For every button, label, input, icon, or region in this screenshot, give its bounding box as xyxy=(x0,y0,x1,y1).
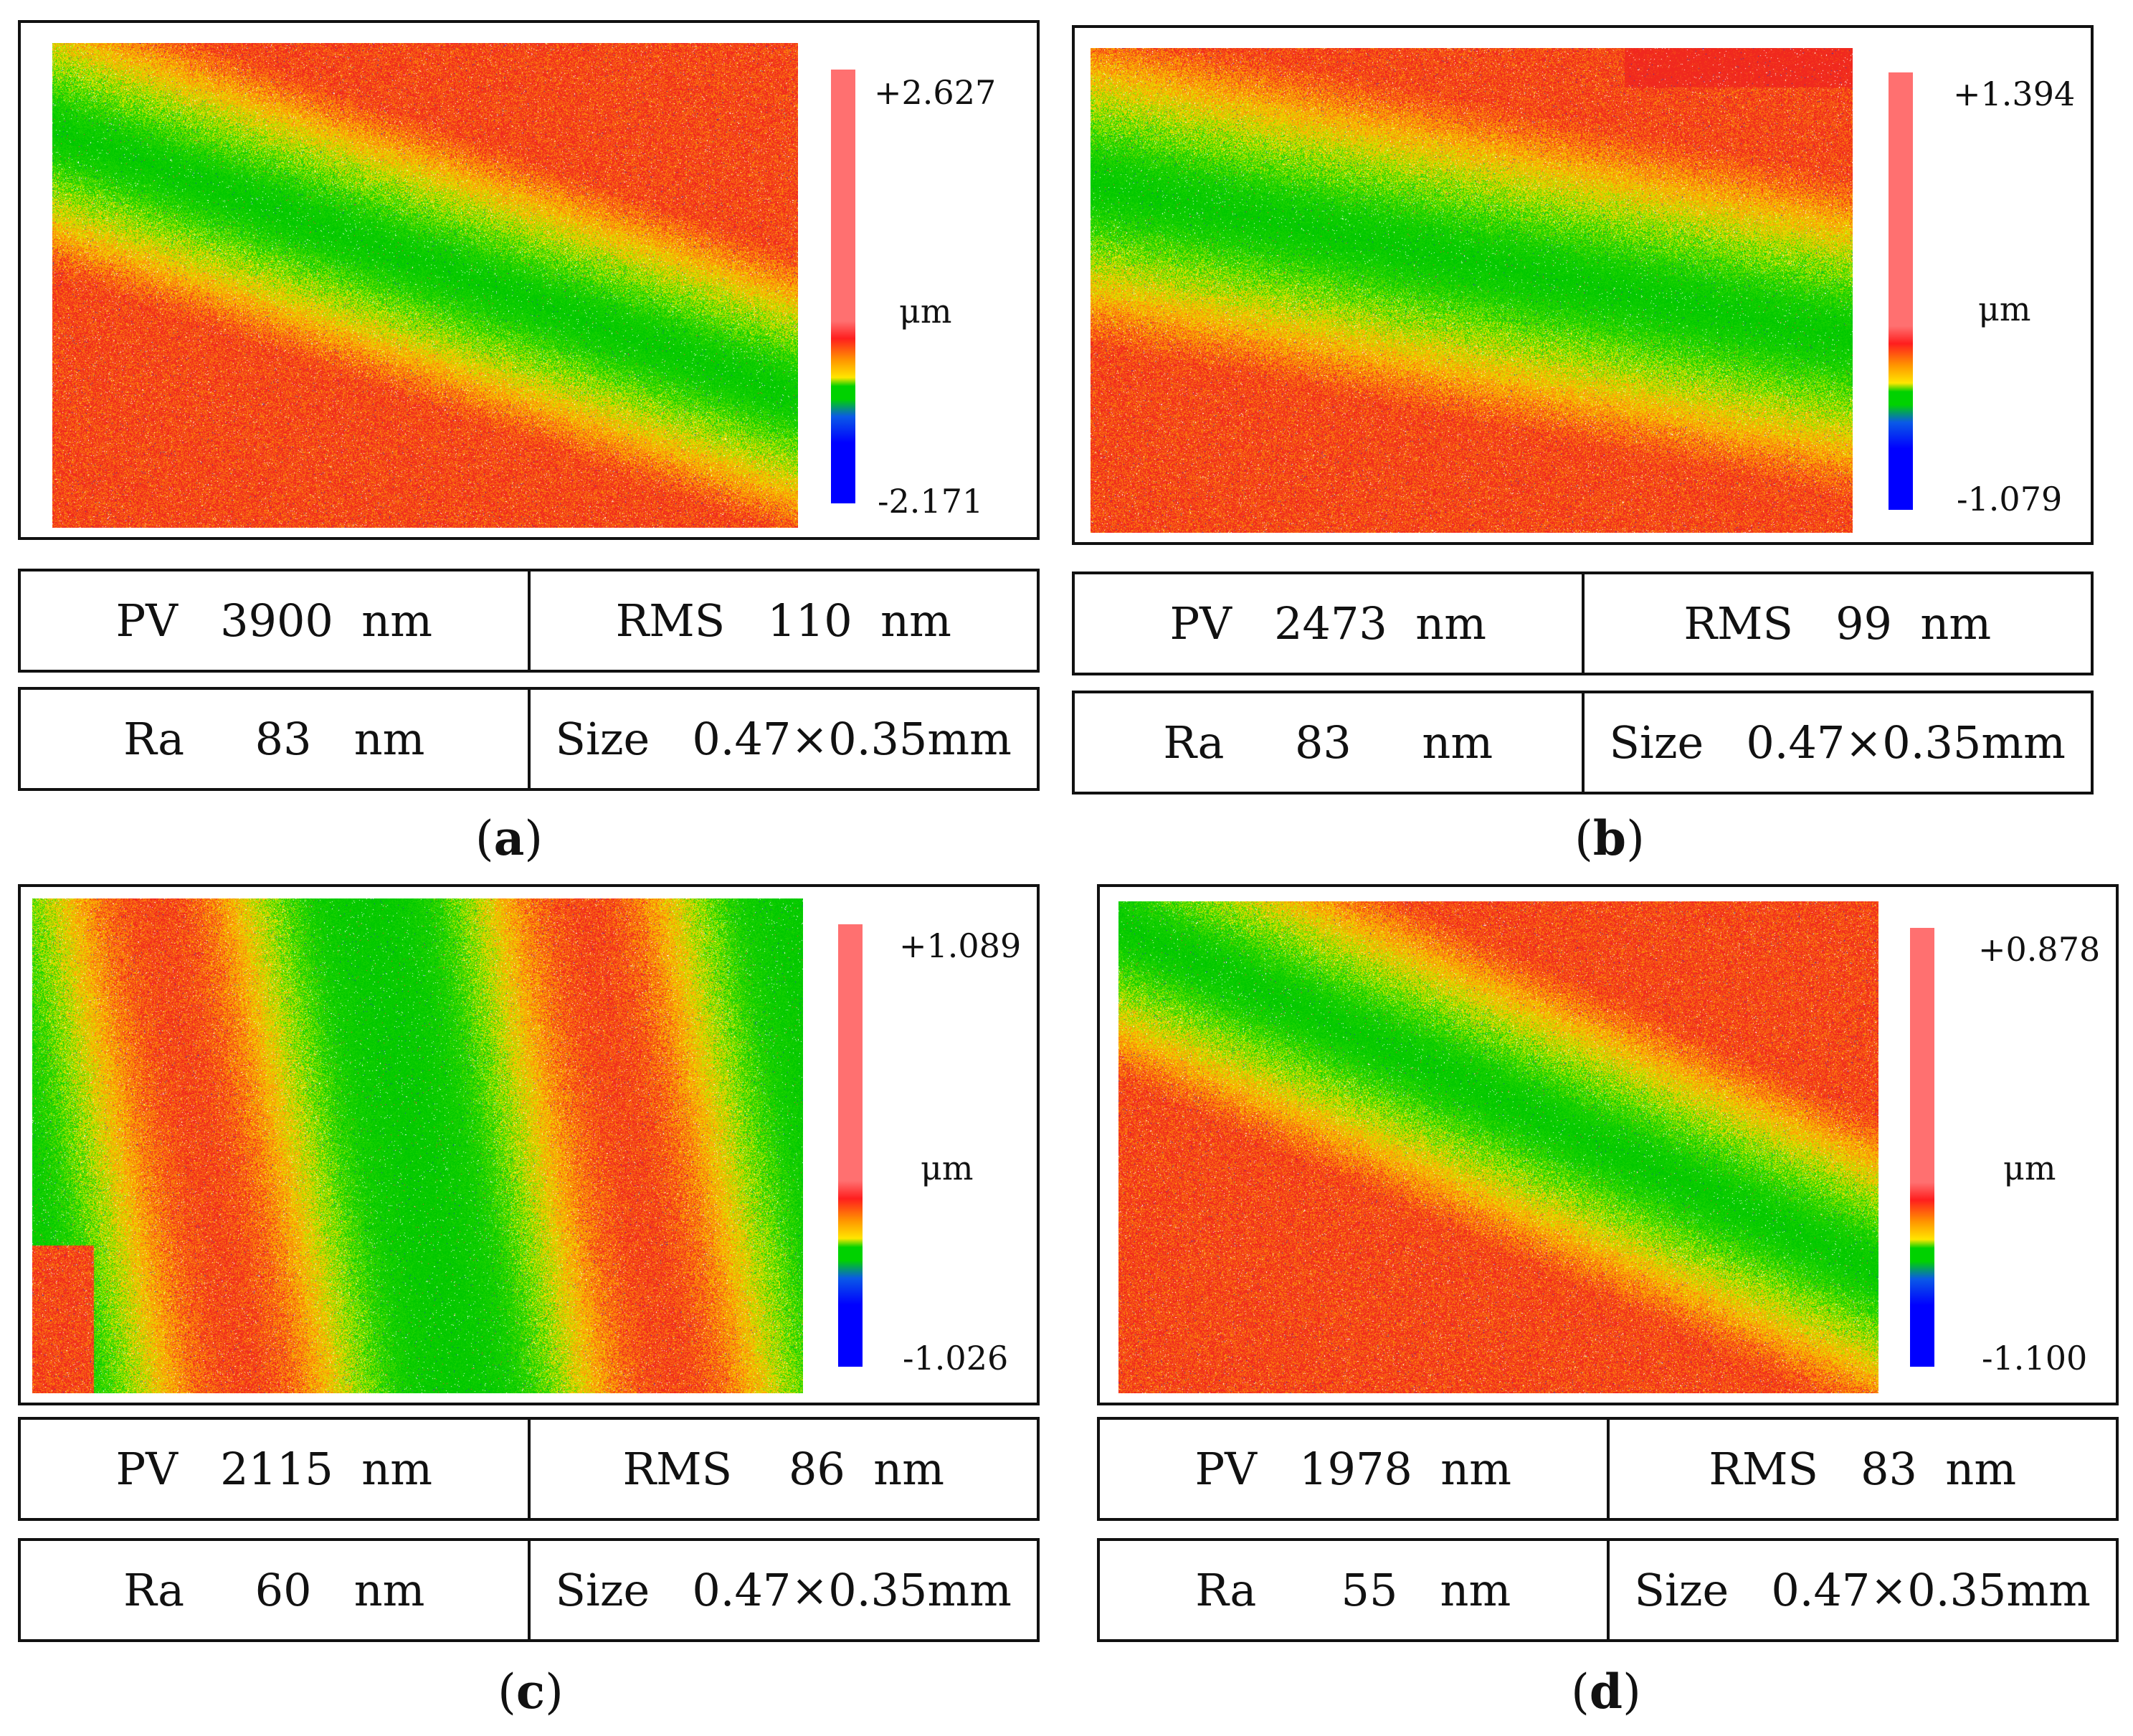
pv-value-a: PV 3900 nm xyxy=(115,594,433,647)
size-value-d: Size 0.47×0.35mm xyxy=(1606,1541,2117,1639)
stats-row-2-c: Ra 60 nm Size 0.47×0.35mm xyxy=(18,1538,1040,1642)
stats-row-2-d: Ra 55 nm Size 0.47×0.35mm xyxy=(1097,1538,2119,1642)
ra-value-c: Ra 60 nm xyxy=(123,1564,425,1616)
colorbar-max-b: +1.394 xyxy=(1953,75,2076,113)
stats-row-2-b: Ra 83 nm Size 0.47×0.35mm xyxy=(1072,691,2094,795)
caption-letter-c: c xyxy=(516,1664,546,1720)
pv-value-c: PV 2115 nm xyxy=(115,1443,433,1495)
caption-letter-b: b xyxy=(1592,810,1627,866)
stats-row-1-c: PV 2115 nm RMS 86 nm xyxy=(18,1417,1040,1521)
rms-value-d: RMS 83 nm xyxy=(1606,1420,2117,1518)
stats-row-2-a: Ra 83 nm Size 0.47×0.35mm xyxy=(18,687,1040,791)
ra-value-a: Ra 83 nm xyxy=(123,713,425,765)
ra-value-b: Ra 83 nm xyxy=(1163,716,1493,769)
caption-letter-a: a xyxy=(493,810,525,866)
caption-a: (a) xyxy=(475,810,543,866)
colorbar-unit-b: μm xyxy=(1978,290,2031,328)
colorbar-d xyxy=(1910,928,1934,1367)
colorbar-max-c: +1.089 xyxy=(899,926,1022,965)
map-frame-c: +1.089 μm -1.026 xyxy=(18,884,1040,1405)
caption-letter-d: d xyxy=(1589,1664,1623,1720)
size-value-b: Size 0.47×0.35mm xyxy=(1581,693,2091,792)
caption-d: (d) xyxy=(1571,1664,1641,1720)
colorbar-c xyxy=(838,924,863,1367)
pv-value-d: PV 1978 nm xyxy=(1194,1443,1512,1495)
colorbar-max-d: +0.878 xyxy=(1978,930,2101,969)
caption-b: (b) xyxy=(1574,810,1645,866)
heatmap-d xyxy=(1118,901,1878,1393)
map-frame-a: +2.627 μm -2.171 xyxy=(18,20,1040,540)
colorbar-min-c: -1.026 xyxy=(903,1339,1009,1377)
size-value-a: Size 0.47×0.35mm xyxy=(527,690,1037,788)
rms-value-a: RMS 110 nm xyxy=(527,571,1037,670)
stats-row-1-b: PV 2473 nm RMS 99 nm xyxy=(1072,571,2094,675)
colorbar-unit-c: μm xyxy=(921,1149,974,1187)
rms-value-b: RMS 99 nm xyxy=(1581,574,2091,673)
colorbar-min-d: -1.100 xyxy=(1982,1339,2088,1377)
rms-value-c: RMS 86 nm xyxy=(527,1420,1037,1518)
heatmap-c xyxy=(32,898,803,1393)
stats-row-1-a: PV 3900 nm RMS 110 nm xyxy=(18,569,1040,673)
colorbar-min-b: -1.079 xyxy=(1957,480,2063,518)
heatmap-b xyxy=(1091,48,1853,533)
colorbar-max-a: +2.627 xyxy=(874,73,997,112)
map-frame-d: +0.878 μm -1.100 xyxy=(1097,884,2119,1405)
ra-value-d: Ra 55 nm xyxy=(1195,1564,1511,1616)
caption-c: (c) xyxy=(498,1664,564,1720)
stats-row-1-d: PV 1978 nm RMS 83 nm xyxy=(1097,1417,2119,1521)
size-value-c: Size 0.47×0.35mm xyxy=(527,1541,1037,1639)
colorbar-unit-a: μm xyxy=(899,292,952,331)
pv-value-b: PV 2473 nm xyxy=(1169,597,1487,650)
colorbar-b xyxy=(1889,72,1913,510)
heatmap-a xyxy=(52,43,798,528)
colorbar-unit-d: μm xyxy=(2003,1149,2056,1187)
colorbar-min-a: -2.171 xyxy=(878,482,984,521)
map-frame-b: +1.394 μm -1.079 xyxy=(1072,25,2094,545)
colorbar-a xyxy=(831,70,855,503)
